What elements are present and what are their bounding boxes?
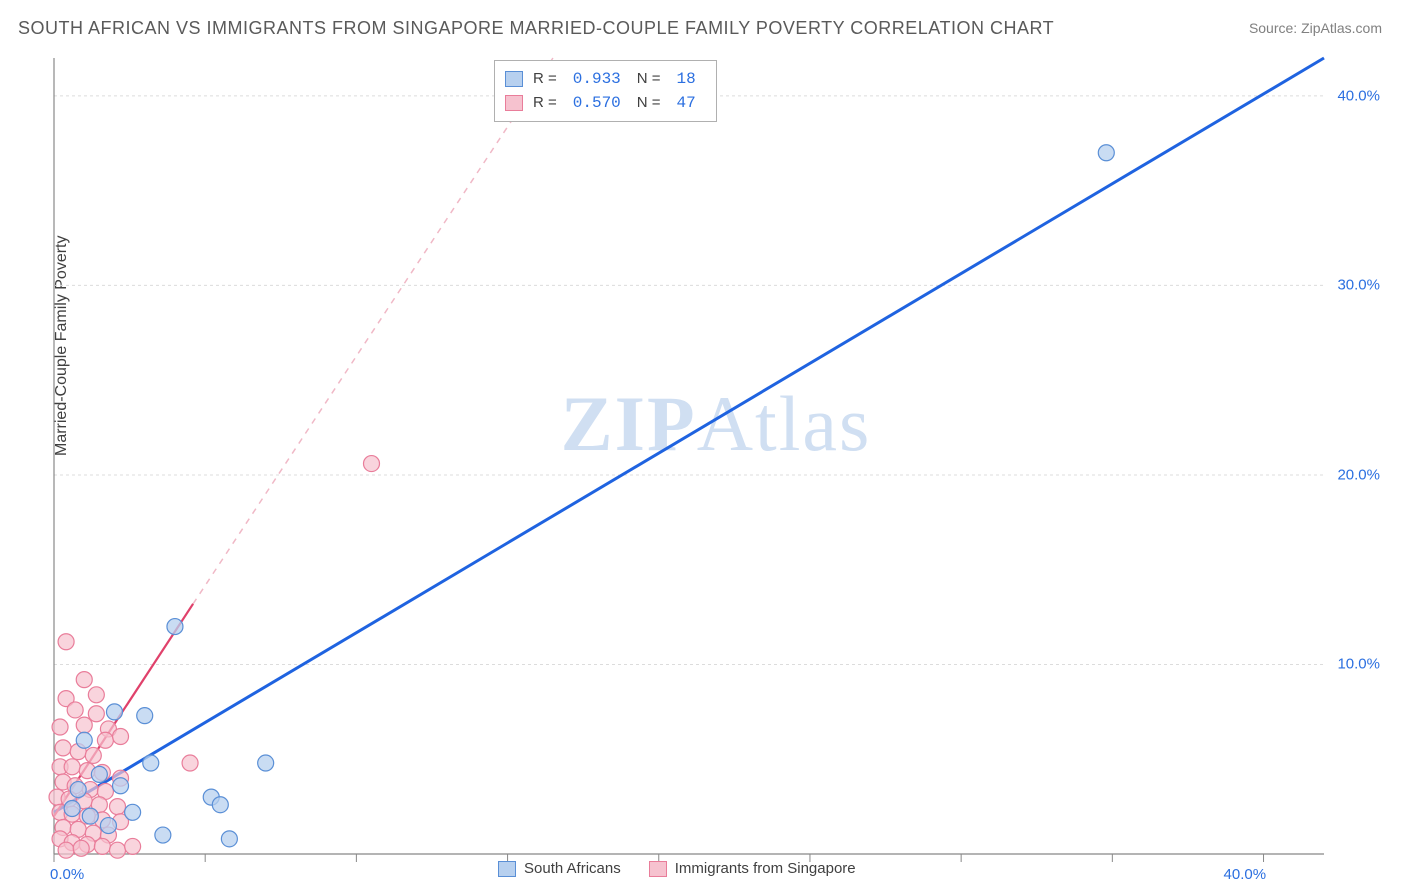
chart-plot-area: Married-Couple Family Poverty ZIPAtlas R… — [48, 58, 1384, 854]
x-tick-label: 0.0% — [50, 866, 84, 883]
legend-r-label: R = — [533, 68, 557, 91]
source-attribution: Source: ZipAtlas.com — [1249, 20, 1382, 36]
chart-svg — [48, 58, 1384, 888]
legend-r-value: 0.933 — [567, 67, 627, 91]
y-tick-label: 30.0% — [1337, 277, 1380, 294]
legend-swatch — [498, 861, 516, 877]
legend-row: R = 0.933 N = 18 — [505, 67, 702, 91]
series-legend-item: South Africans — [498, 860, 621, 877]
legend-n-label: N = — [637, 92, 661, 115]
legend-r-value: 0.570 — [567, 91, 627, 115]
series-legend-label: Immigrants from Singapore — [675, 860, 856, 877]
series-legend: South Africans Immigrants from Singapore — [498, 860, 856, 877]
legend-swatch — [505, 71, 523, 87]
legend-swatch — [649, 861, 667, 877]
y-tick-label: 20.0% — [1337, 466, 1380, 483]
legend-swatch — [505, 95, 523, 111]
series-legend-label: South Africans — [524, 860, 621, 877]
legend-n-value: 18 — [671, 67, 702, 91]
correlation-legend: R = 0.933 N = 18 R = 0.570 N = 47 — [494, 60, 717, 122]
chart-title: SOUTH AFRICAN VS IMMIGRANTS FROM SINGAPO… — [18, 18, 1054, 39]
legend-n-label: N = — [637, 68, 661, 91]
legend-r-label: R = — [533, 92, 557, 115]
series-legend-item: Immigrants from Singapore — [649, 860, 856, 877]
legend-row: R = 0.570 N = 47 — [505, 91, 702, 115]
y-tick-label: 40.0% — [1337, 87, 1380, 104]
x-tick-label: 40.0% — [1224, 866, 1267, 883]
y-tick-label: 10.0% — [1337, 656, 1380, 673]
legend-n-value: 47 — [671, 91, 702, 115]
